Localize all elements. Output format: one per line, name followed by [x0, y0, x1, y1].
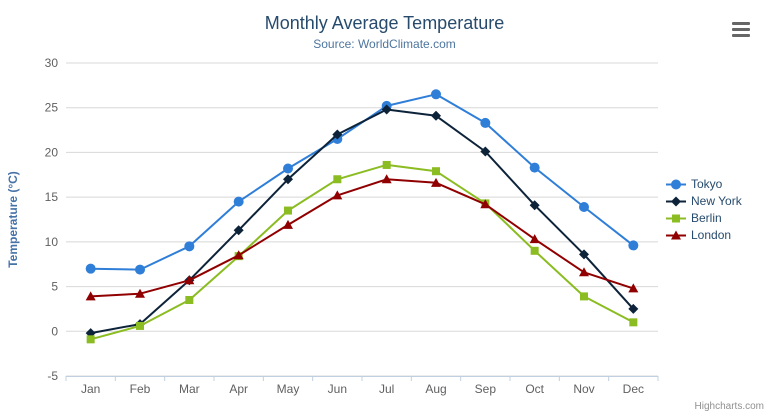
data-point-london[interactable]	[431, 177, 441, 187]
y-axis-tick-label: 30	[45, 56, 59, 70]
data-point-london[interactable]	[529, 234, 540, 244]
data-point-tokyo[interactable]	[283, 163, 293, 174]
series-line-london[interactable]	[90, 178, 634, 298]
credits-link[interactable]: Highcharts.com	[694, 401, 764, 412]
data-point-tokyo[interactable]	[85, 263, 96, 274]
y-axis-tick-label: 15	[45, 190, 59, 204]
data-point-berlin[interactable]	[580, 292, 588, 301]
y-axis-tick-label: 0	[51, 324, 58, 338]
legend: Tokyo New York Berlin London	[666, 177, 742, 242]
data-point-new-york[interactable]	[332, 129, 343, 140]
data-point-london[interactable]	[381, 174, 392, 184]
data-point-berlin[interactable]	[284, 206, 292, 215]
x-axis-tick-label: Jan	[81, 382, 100, 396]
x-axis-tick-label: Nov	[573, 382, 594, 396]
legend-marker-shape	[671, 230, 681, 239]
data-point-london[interactable]	[135, 288, 145, 298]
chart-subtitle: Source: WorldClimate.com	[313, 37, 456, 51]
legend-label: New York	[691, 194, 742, 208]
series-new-york[interactable]	[85, 104, 639, 339]
data-point-berlin[interactable]	[629, 318, 638, 327]
legend-label: Tokyo	[691, 177, 723, 191]
data-point-berlin[interactable]	[530, 246, 539, 255]
data-point-tokyo[interactable]	[431, 89, 441, 100]
data-point-london[interactable]	[628, 283, 639, 293]
legend-marker-shape	[672, 214, 680, 222]
export-menu-button[interactable]	[730, 17, 756, 41]
data-point-berlin[interactable]	[185, 295, 194, 304]
data-point-new-york[interactable]	[431, 110, 441, 121]
x-axis-tick-label: Feb	[130, 382, 151, 396]
data-point-london[interactable]	[85, 291, 96, 301]
data-point-berlin[interactable]	[432, 167, 440, 176]
data-point-tokyo[interactable]	[579, 201, 589, 212]
legend-square-marker-icon	[666, 214, 686, 222]
hamburger-icon	[732, 21, 754, 37]
series-line-tokyo[interactable]	[90, 93, 634, 271]
legend-item-london[interactable]: London	[666, 228, 742, 242]
series-tokyo[interactable]	[85, 89, 639, 275]
x-axis-tick-label: Jul	[379, 382, 394, 396]
y-axis-tick-label: -5	[47, 369, 58, 383]
legend-label: Berlin	[691, 211, 722, 225]
x-axis-tick-label: Dec	[623, 382, 644, 396]
series-line-new-york[interactable]	[90, 108, 635, 335]
data-point-london[interactable]	[480, 199, 491, 209]
legend-diamond-marker-icon	[666, 196, 686, 206]
legend-label: London	[691, 228, 732, 242]
data-point-new-york[interactable]	[233, 225, 244, 236]
data-point-berlin[interactable]	[333, 175, 342, 184]
data-point-tokyo[interactable]	[135, 264, 145, 275]
data-point-london[interactable]	[283, 219, 293, 229]
data-point-london[interactable]	[579, 267, 589, 277]
chart-title: Monthly Average Temperature	[264, 13, 505, 33]
data-point-tokyo[interactable]	[184, 241, 195, 252]
data-point-tokyo[interactable]	[628, 240, 639, 251]
legend-item-berlin[interactable]: Berlin	[666, 211, 742, 225]
x-axis-tick-label: May	[277, 382, 300, 396]
data-point-london[interactable]	[233, 250, 244, 260]
y-axis-tick-label: 25	[45, 101, 59, 115]
data-point-new-york[interactable]	[381, 104, 392, 115]
x-axis-tick-label: Oct	[525, 382, 544, 396]
y-axis-tick-label: 5	[51, 280, 58, 294]
series-london[interactable]	[85, 174, 639, 301]
data-point-new-york[interactable]	[529, 200, 540, 211]
data-point-london[interactable]	[332, 190, 343, 200]
x-axis-tick-label: Jun	[328, 382, 347, 396]
data-point-new-york[interactable]	[628, 303, 639, 314]
x-axis-tick-label: Apr	[229, 382, 248, 396]
data-point-berlin[interactable]	[136, 321, 144, 330]
data-point-berlin[interactable]	[382, 160, 391, 169]
x-axis-tick-label: Sep	[475, 382, 497, 396]
x-axis-tick-label: Mar	[179, 382, 200, 396]
legend-marker-shape	[671, 179, 681, 189]
data-point-new-york[interactable]	[480, 146, 491, 157]
y-axis-tick-label: 20	[45, 145, 59, 159]
data-point-tokyo[interactable]	[529, 162, 540, 173]
data-point-tokyo[interactable]	[480, 117, 491, 128]
legend-item-new-york[interactable]: New York	[666, 194, 742, 208]
legend-item-tokyo[interactable]: Tokyo	[666, 177, 742, 191]
legend-circle-marker-icon	[666, 179, 686, 189]
series-line-berlin[interactable]	[90, 163, 634, 341]
y-axis-title: Temperature (°C)	[6, 171, 20, 268]
data-point-new-york[interactable]	[283, 174, 293, 185]
y-axis-tick-label: 10	[45, 235, 59, 249]
data-point-berlin[interactable]	[86, 335, 95, 344]
x-axis-tick-label: Aug	[425, 382, 446, 396]
data-point-new-york[interactable]	[579, 249, 589, 260]
data-point-london[interactable]	[184, 275, 195, 285]
legend-triangle-marker-icon	[666, 230, 686, 239]
data-point-tokyo[interactable]	[233, 196, 244, 207]
legend-marker-shape	[671, 196, 681, 206]
